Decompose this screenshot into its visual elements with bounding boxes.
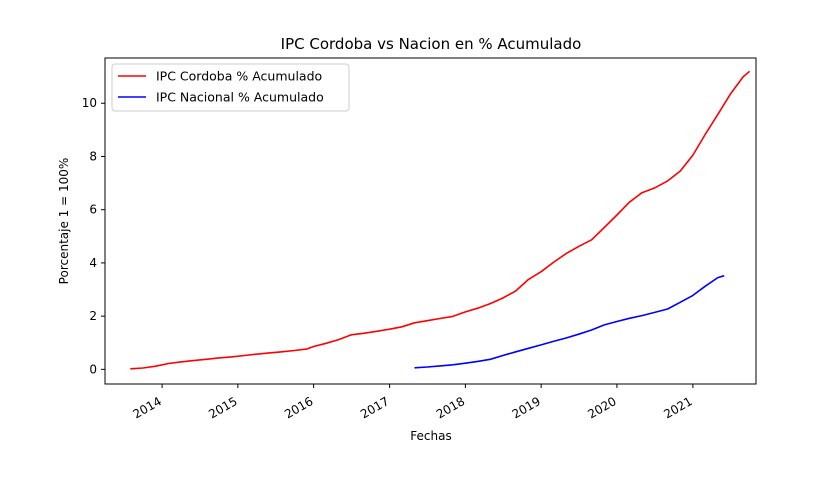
y-axis-label: Porcentaje 1 = 100%	[57, 158, 71, 285]
x-axis: 2014 2015 2016 2017 2018 2019 2020 2021	[131, 384, 695, 421]
x-tick-label: 2021	[661, 394, 694, 421]
y-tick-label: 6	[89, 203, 97, 217]
x-tick-label: 2017	[358, 394, 391, 421]
y-tick-label: 10	[82, 96, 97, 110]
y-tick-label: 4	[89, 256, 97, 270]
y-tick-label: 2	[89, 309, 97, 323]
x-tick-label: 2014	[131, 394, 164, 421]
series-line-0	[130, 70, 751, 370]
chart-title: IPC Cordoba vs Nacion en % Acumulado	[281, 35, 582, 53]
x-tick-label: 2018	[434, 394, 467, 421]
x-tick-label: 2020	[585, 394, 618, 421]
legend-label-0: IPC Cordoba % Acumulado	[156, 69, 322, 84]
x-tick-label: 2019	[510, 394, 543, 421]
x-tick-label: 2015	[206, 394, 239, 421]
legend-label-1: IPC Nacional % Acumulado	[156, 90, 324, 105]
series-line-1	[414, 274, 725, 369]
legend-box	[111, 63, 350, 112]
legend: IPC Cordoba % Acumulado IPC Nacional % Ac…	[111, 63, 350, 112]
y-axis: 0 2 4 6 8 10	[82, 96, 105, 376]
series-group	[130, 70, 751, 370]
y-tick-label: 0	[89, 362, 97, 376]
y-tick-label: 8	[89, 149, 97, 163]
plot-frame	[104, 57, 757, 385]
x-axis-label: Fechas	[410, 429, 451, 443]
x-tick-label: 2016	[282, 394, 315, 421]
